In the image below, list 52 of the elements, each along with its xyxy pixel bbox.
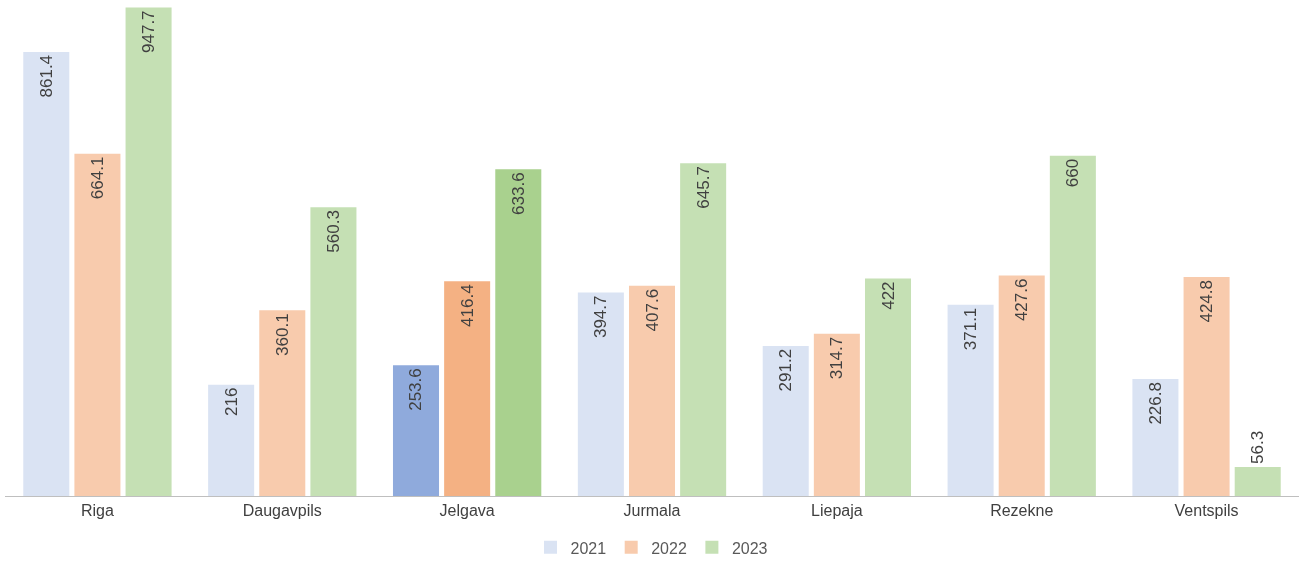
data-label: 422: [878, 281, 898, 310]
bar: [259, 310, 306, 496]
data-label: 314.7: [827, 336, 847, 380]
bar: [947, 304, 994, 496]
x-tick-label: Ventspils: [1174, 502, 1239, 520]
bar: [628, 285, 676, 496]
data-label: 560.3: [323, 210, 343, 253]
bar: [310, 207, 357, 496]
data-label: 291.2: [776, 348, 796, 392]
bar: [813, 333, 860, 496]
x-tick-label: Daugavpils: [242, 502, 322, 520]
data-label: 633.6: [508, 172, 528, 215]
bar: [864, 278, 912, 496]
bar: [23, 51, 70, 496]
data-label: 664.1: [87, 156, 107, 200]
data-label: 216: [221, 387, 241, 417]
x-tick-label: Jurmala: [623, 502, 681, 520]
data-label: 424.8: [1197, 280, 1217, 323]
data-label: 394.7: [591, 295, 611, 339]
bar: [74, 153, 121, 496]
bar: [1234, 466, 1281, 496]
bar: [125, 7, 172, 496]
data-label: 226.8: [1145, 382, 1165, 425]
data-label: 947.7: [139, 10, 159, 53]
data-label: 416.4: [457, 284, 477, 327]
x-tick-label: Riga: [80, 502, 114, 520]
data-label: 371.1: [961, 307, 981, 351]
x-tick-label: Rezekne: [990, 502, 1054, 520]
legend-label: 2023: [731, 539, 768, 557]
bar: [762, 345, 809, 496]
data-label: 56.3: [1248, 430, 1268, 464]
data-label: 660: [1063, 158, 1083, 188]
bar: [1132, 379, 1179, 496]
data-label: 645.7: [693, 166, 713, 209]
data-label: 360.1: [272, 313, 292, 356]
legend-label: 2021: [570, 539, 607, 557]
bar: [1049, 155, 1096, 496]
data-label: 427.6: [1012, 278, 1032, 322]
data-label: 861.4: [36, 54, 56, 98]
bar: [495, 169, 542, 496]
bar: [577, 292, 624, 496]
bar: [208, 384, 255, 496]
bar: [998, 275, 1045, 496]
data-label: 253.6: [406, 368, 426, 411]
bar: [444, 281, 491, 496]
data-label: 407.6: [642, 288, 662, 332]
x-tick-label: Jelgava: [439, 502, 495, 520]
legend-label: 2022: [651, 539, 687, 557]
bar: [680, 163, 727, 496]
x-tick-label: Liepaja: [811, 502, 863, 520]
bar: [392, 365, 440, 496]
bar: [1183, 277, 1230, 496]
